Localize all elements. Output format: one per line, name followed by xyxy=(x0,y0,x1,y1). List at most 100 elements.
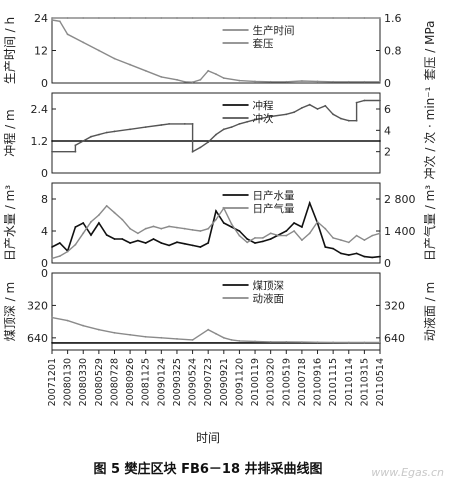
series-point xyxy=(269,115,272,118)
y-left-tick-label: 0 xyxy=(41,167,48,180)
series-point xyxy=(285,17,288,19)
series-point xyxy=(340,239,342,242)
series-point xyxy=(191,123,194,125)
y-right-tick-label: 4 xyxy=(384,124,391,137)
series-point xyxy=(113,211,116,214)
y-left-tick-label: 4 xyxy=(41,225,48,238)
series-point xyxy=(58,255,61,257)
series-point xyxy=(316,221,319,223)
series-point xyxy=(168,225,171,228)
y-left-tick-label: 0 xyxy=(41,267,48,280)
series-point xyxy=(324,246,327,248)
series-point xyxy=(301,107,303,109)
series-point xyxy=(332,113,334,116)
series-point xyxy=(238,234,241,237)
series-point xyxy=(285,341,288,343)
series-point xyxy=(316,108,319,110)
y-left-tick-label: 1.2 xyxy=(31,135,49,148)
series-point xyxy=(105,131,108,134)
series-point xyxy=(144,17,147,19)
series-point xyxy=(254,17,256,19)
series-point xyxy=(262,237,264,239)
series-point xyxy=(98,328,100,331)
y-right-tick-label: 0 xyxy=(384,77,391,90)
x-tick-label: 20090921 xyxy=(219,358,230,406)
series-point xyxy=(285,113,288,116)
series-point xyxy=(308,103,311,106)
series-point xyxy=(363,239,366,242)
series-point xyxy=(191,17,194,19)
series-point xyxy=(176,17,178,19)
series-point xyxy=(160,242,163,244)
series-point xyxy=(347,80,350,83)
y-right-axis-title: 动液面 / m xyxy=(422,282,437,341)
series-point xyxy=(340,117,342,120)
y-right-tick-label: 1 400 xyxy=(384,225,416,238)
y-left-axis-title: 日产水量 / m³ xyxy=(3,185,17,261)
x-tick-label: 20091120 xyxy=(234,358,245,406)
x-tick-label: 20110114 xyxy=(344,358,355,406)
x-tick-label: 20100119 xyxy=(250,358,261,406)
series-point xyxy=(269,17,272,19)
series-point xyxy=(238,340,241,342)
y-left-axis-title: 煤顶深 / m xyxy=(3,282,17,341)
y-right-tick-label: 0.8 xyxy=(384,45,402,58)
series-point xyxy=(215,210,217,212)
series-point xyxy=(379,80,381,83)
series-point xyxy=(191,339,194,341)
series-point xyxy=(137,232,139,235)
series-point xyxy=(355,252,358,255)
series-point xyxy=(66,250,69,253)
series-point xyxy=(51,342,53,344)
series-point xyxy=(121,218,124,221)
y-right-axis-title: 冲次 / 次 · min⁻¹ xyxy=(422,86,437,179)
y-left-tick-label: 640 xyxy=(27,332,48,345)
series-point xyxy=(183,242,186,245)
x-tick-label: 20071201 xyxy=(47,358,58,406)
series-point xyxy=(113,57,116,60)
x-tick-label: 20090124 xyxy=(156,358,167,406)
series-point xyxy=(58,242,61,244)
series-point xyxy=(74,150,77,153)
series-point xyxy=(254,242,256,244)
x-tick-label: 20080330 xyxy=(78,358,89,406)
series-point xyxy=(207,141,210,144)
x-tick-label: 20100519 xyxy=(281,358,292,406)
series-point xyxy=(347,241,350,244)
series-point xyxy=(215,218,217,221)
series-point xyxy=(105,205,108,207)
series-point xyxy=(222,336,225,339)
series-point xyxy=(191,244,194,247)
figure-caption: 图 5 樊庄区块 FB6－18 井排采曲线图 xyxy=(93,461,322,477)
series-point xyxy=(66,17,69,19)
series-point xyxy=(269,341,272,343)
series-point xyxy=(74,243,77,246)
series-point xyxy=(183,123,186,125)
series-point xyxy=(301,226,303,228)
y-right-tick-label: 320 xyxy=(384,299,405,312)
series-point xyxy=(160,76,163,78)
series-point xyxy=(144,242,147,244)
series-point xyxy=(246,241,249,244)
series-point xyxy=(191,81,194,84)
series-point xyxy=(238,17,241,19)
series-point xyxy=(269,80,272,83)
legend-label: 日产气量 xyxy=(253,202,295,215)
series-point xyxy=(129,227,132,230)
series-point xyxy=(301,80,303,82)
series-point xyxy=(98,17,100,19)
series-point xyxy=(160,336,163,339)
series-point xyxy=(308,232,311,235)
series-point xyxy=(301,239,303,242)
series-point xyxy=(379,140,381,142)
series-point xyxy=(363,255,366,258)
series-point xyxy=(51,140,53,142)
series-point xyxy=(347,17,350,19)
series-point xyxy=(129,242,132,244)
series-point xyxy=(238,230,241,232)
x-tick-label: 20090325 xyxy=(172,358,183,406)
series-point xyxy=(183,80,186,83)
series-point xyxy=(355,119,358,122)
series-point xyxy=(230,223,233,226)
series-point xyxy=(113,331,116,334)
